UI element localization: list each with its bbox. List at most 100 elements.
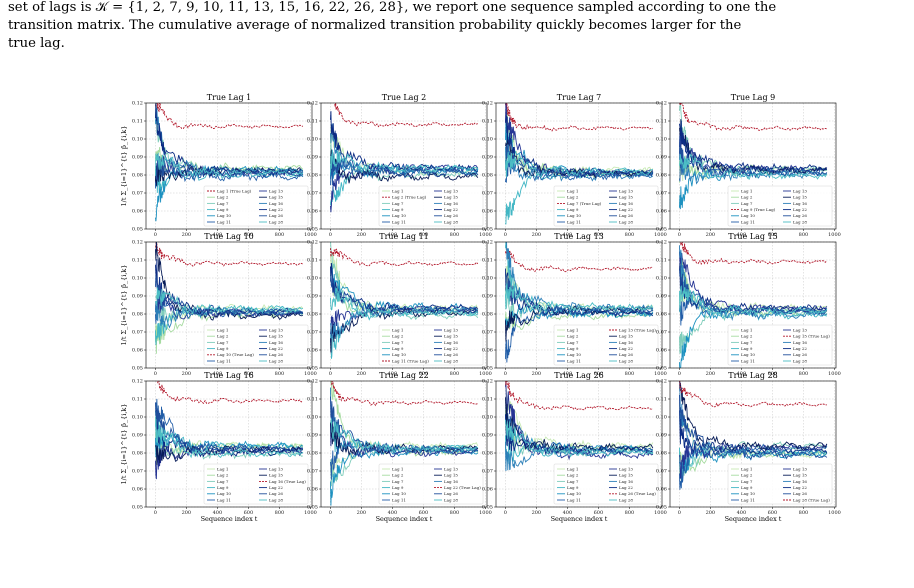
series-line <box>330 111 478 173</box>
legend-label: Lag 11 <box>392 497 406 502</box>
y-tick-label: 0.11 <box>132 119 143 125</box>
legend-label: Lag 13 <box>269 188 283 193</box>
x-tick-label: 200 <box>532 232 542 238</box>
legend-label: Lag 15 <box>269 473 283 478</box>
series-line <box>330 288 479 319</box>
series-line <box>679 145 828 185</box>
y-tick-label: 0.11 <box>656 119 667 125</box>
legend-label: Lag 9 <box>217 207 229 212</box>
legend-label: Lag 16 <box>793 479 807 484</box>
series-line <box>330 418 479 453</box>
x-tick-label: 200 <box>182 232 192 238</box>
x-tick-label: 0 <box>504 510 507 516</box>
x-tick-label: 600 <box>419 371 429 377</box>
x-tick-label: 0 <box>504 371 507 377</box>
x-tick-label: 600 <box>594 232 604 238</box>
series-line-true-lag <box>680 242 828 266</box>
y-tick-label: 0.06 <box>307 209 318 215</box>
legend-label: Lag 28 (True Lag) <box>793 497 830 502</box>
y-tick-label: 0.11 <box>482 258 493 264</box>
x-tick-label: 1000 <box>828 232 841 238</box>
legend-label: Lag 28 <box>619 358 633 363</box>
series-line <box>505 415 654 454</box>
legend-label: Lag 11 <box>567 358 581 363</box>
x-tick-label: 0 <box>329 232 332 238</box>
legend-label: Lag 13 <box>619 466 633 471</box>
legend-label: Lag 11 <box>217 358 231 363</box>
series-line <box>505 419 654 458</box>
legend-label: Lag 10 <box>392 491 406 496</box>
legend-label: Lag 26 <box>444 213 458 218</box>
legend-label: Lag 2 <box>741 195 753 200</box>
y-tick-label: 0.09 <box>656 155 667 161</box>
y-tick-label: 0.09 <box>656 294 667 300</box>
legend-label: Lag 7 <box>392 340 404 345</box>
axes-frame <box>495 380 663 508</box>
legend-label: Lag 22 <box>793 485 807 490</box>
legend-label: Lag 7 <box>217 340 229 345</box>
chart-panel: 0 200 400 600 800 10000.050.060.070.080.090.1… <box>482 232 667 377</box>
y-tick-label: 0.08 <box>656 173 667 179</box>
legend-label: Lag 13 <box>269 327 283 332</box>
x-tick-label: 0 <box>154 232 157 238</box>
y-tick-label: 0.08 <box>132 312 143 318</box>
x-tick-label: 600 <box>768 232 778 238</box>
x-axis-label: Sequence index t <box>725 515 782 523</box>
legend-label: Lag 26 <box>793 213 807 218</box>
y-tick-label: 0.06 <box>656 209 667 215</box>
legend-label: Lag 22 <box>269 207 283 212</box>
y-tick-label: 0.12 <box>656 379 667 385</box>
series-line <box>679 443 828 490</box>
legend-label: Lag 1 <box>741 188 752 193</box>
legend-label: Lag 11 <box>741 358 755 363</box>
y-tick-label: 0.10 <box>482 415 493 421</box>
x-tick-label: 400 <box>563 371 573 377</box>
legend-label: Lag 26 <box>269 213 283 218</box>
legend-label: Lag 2 <box>567 473 579 478</box>
series-line <box>505 151 654 178</box>
y-tick-label: 0.09 <box>482 433 493 439</box>
y-tick-label: 0.11 <box>132 397 143 403</box>
x-tick-label: 400 <box>737 232 747 238</box>
series-line <box>679 153 828 180</box>
x-tick-label: 200 <box>706 232 716 238</box>
y-tick-label: 0.12 <box>307 240 318 246</box>
x-axis-label: Sequence index t <box>376 515 433 523</box>
panel-title: True Lag 22 <box>379 371 429 380</box>
axes-frame <box>669 380 837 508</box>
y-tick-label: 0.05 <box>482 505 493 511</box>
legend-label: Lag 13 <box>793 327 807 332</box>
panel-title: True Lag 15 <box>728 232 778 241</box>
y-tick-label: 0.10 <box>307 276 318 282</box>
x-tick-label: 200 <box>706 371 716 377</box>
series-line <box>679 245 827 321</box>
legend-label: Lag 16 <box>444 201 458 206</box>
caption-line-0: set of lags is 𝒦 = {1, 2, 7, 9, 10, 11, … <box>8 0 777 15</box>
legend-label: Lag 28 <box>269 219 283 224</box>
y-tick-label: 0.12 <box>307 101 318 107</box>
legend-label: Lag 1 <box>567 327 578 332</box>
legend-label: Lag 2 <box>567 334 579 339</box>
legend-label: Lag 22 <box>619 485 633 490</box>
legend-label: Lag 26 <box>793 352 807 357</box>
legend-label: Lag 13 (True Lag) <box>619 327 656 332</box>
y-tick-label: 0.10 <box>482 276 493 282</box>
panel-title: True Lag 26 <box>554 371 604 380</box>
axes-frame <box>495 241 663 369</box>
y-tick-label: 0.11 <box>656 258 667 264</box>
y-tick-label: 0.08 <box>307 312 318 318</box>
legend-label: Lag 16 <box>793 340 807 345</box>
chart-panel: 0 200 400 600 800 10000.050.060.070.080.090.1… <box>119 232 317 377</box>
axes-frame <box>495 102 663 230</box>
y-tick-label: 0.08 <box>307 451 318 457</box>
x-tick-label: 800 <box>450 371 460 377</box>
x-tick-label: 0 <box>678 510 681 516</box>
y-tick-label: 0.12 <box>482 101 493 107</box>
series-line <box>330 304 479 339</box>
y-tick-label: 0.07 <box>307 330 318 336</box>
y-tick-label: 0.09 <box>307 294 318 300</box>
axes-frame <box>145 380 313 508</box>
